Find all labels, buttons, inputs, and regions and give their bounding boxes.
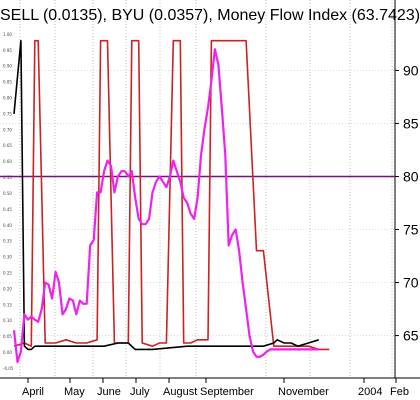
right-tick-label: 80 xyxy=(403,168,419,184)
x-axis-ticks: April May June July August September November 2… xyxy=(22,378,409,398)
left-tick-label: 0.55 xyxy=(3,175,12,180)
left-tick-label: 0.95 xyxy=(3,48,12,53)
x-tick-label: 2004 xyxy=(358,386,382,398)
x-tick-label: Feb xyxy=(390,386,409,398)
left-tick-label: 0.65 xyxy=(3,143,12,148)
right-axis-ticks: 65 70 75 80 85 90 xyxy=(394,0,419,378)
left-tick-label: 1.00 xyxy=(3,32,12,37)
left-tick-label: 0.50 xyxy=(3,191,12,196)
x-tick-label: July xyxy=(130,386,150,398)
x-tick-label: April xyxy=(22,386,44,398)
series-group xyxy=(12,39,330,364)
left-tick-label: -0.05 xyxy=(3,366,14,371)
left-tick-label: 0.75 xyxy=(3,111,12,116)
right-tick-label: 85 xyxy=(403,115,419,131)
left-axis-ticks: 1.00 0.95 0.90 0.85 0.80 0.75 0.70 0.65 0.60 0.55… xyxy=(3,32,14,371)
x-tick-label: May xyxy=(64,386,85,398)
left-tick-label: 0.35 xyxy=(3,239,12,244)
x-tick-label: August xyxy=(163,386,197,398)
left-tick-label: 0.45 xyxy=(3,207,12,212)
left-tick-label: 0.40 xyxy=(3,223,12,228)
left-tick-label: 0.25 xyxy=(3,271,12,276)
left-tick-label: 0.70 xyxy=(3,127,12,132)
grid xyxy=(0,0,395,378)
right-tick-label: 65 xyxy=(403,328,419,344)
left-tick-label: 0.85 xyxy=(3,80,12,85)
left-tick-label: 0.90 xyxy=(3,64,12,69)
right-tick-label: 90 xyxy=(403,62,419,78)
series-line-sell xyxy=(13,39,330,351)
chart-title: SELL (0.0135), BYU (0.0357), Money Flow … xyxy=(0,7,420,24)
series-line-money-flow-index xyxy=(12,48,319,364)
left-tick-label: 0.05 xyxy=(3,334,12,339)
left-tick-label: 0.80 xyxy=(3,96,12,101)
left-tick-label: 0.30 xyxy=(3,255,12,260)
left-tick-label: 0.60 xyxy=(3,159,12,164)
right-tick-label: 70 xyxy=(403,275,419,291)
x-tick-label: November xyxy=(278,386,329,398)
left-tick-label: 0.15 xyxy=(3,302,12,307)
left-tick-label: 0.20 xyxy=(3,286,12,291)
left-tick-label: 0.10 xyxy=(3,318,12,323)
x-tick-label: September xyxy=(200,386,254,398)
series-line-byu xyxy=(13,39,320,351)
left-tick-label: 0.00 xyxy=(3,350,12,355)
right-tick-label: 75 xyxy=(403,222,419,238)
x-tick-label: June xyxy=(97,386,121,398)
